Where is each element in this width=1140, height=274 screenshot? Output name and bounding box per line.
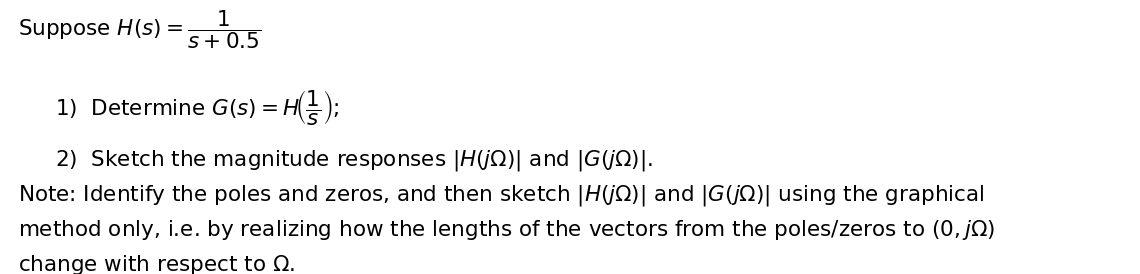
Text: Note: Identify the poles and zeros, and then sketch $|H(j\Omega)|$ and $|G(j\Ome: Note: Identify the poles and zeros, and … <box>18 183 985 208</box>
Text: 2)  Sketch the magnitude responses $|H(j\Omega)|$ and $|G(j\Omega)|$.: 2) Sketch the magnitude responses $|H(j\… <box>55 148 653 173</box>
Text: change with respect to $\Omega$.: change with respect to $\Omega$. <box>18 253 295 274</box>
Text: 1)  Determine $G(s) = H\!\left(\dfrac{1}{s}\right)$;: 1) Determine $G(s) = H\!\left(\dfrac{1}{… <box>55 88 340 127</box>
Text: Suppose $H(s) = \dfrac{1}{s+0.5}$: Suppose $H(s) = \dfrac{1}{s+0.5}$ <box>18 8 261 51</box>
Text: method only, i.e. by realizing how the lengths of the vectors from the poles/zer: method only, i.e. by realizing how the l… <box>18 218 995 242</box>
